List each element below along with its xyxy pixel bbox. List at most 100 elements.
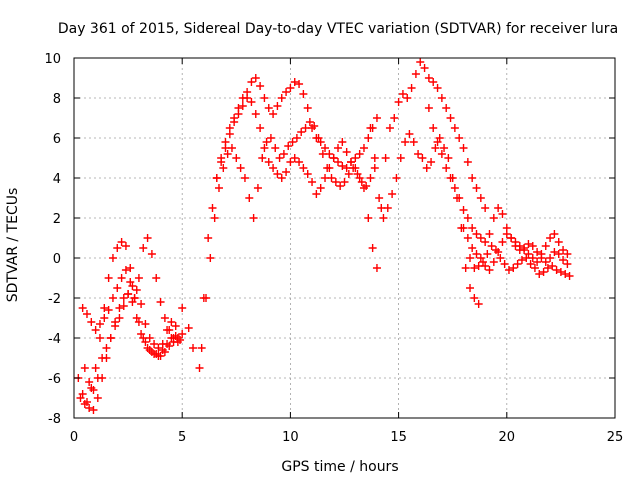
- data-point: [424, 104, 433, 112]
- data-point: [433, 138, 442, 146]
- data-point: [85, 404, 94, 412]
- y-tick-label: -8: [48, 412, 61, 427]
- data-point: [463, 214, 472, 222]
- data-point: [80, 400, 89, 408]
- data-point: [442, 164, 451, 172]
- y-tick-label: -2: [48, 292, 61, 307]
- data-point: [355, 174, 364, 182]
- data-point: [552, 266, 561, 274]
- data-point: [158, 340, 167, 348]
- data-point: [541, 242, 550, 250]
- data-point: [134, 274, 143, 282]
- y-tick-label: -6: [48, 372, 61, 387]
- data-point: [351, 154, 360, 162]
- data-point: [301, 124, 310, 132]
- data-point: [550, 248, 559, 256]
- data-point: [273, 102, 282, 110]
- data-point: [474, 262, 483, 270]
- series-track-c: [78, 234, 182, 346]
- data-point: [513, 260, 522, 268]
- data-point: [167, 318, 176, 326]
- data-point: [184, 324, 193, 332]
- data-point: [563, 250, 572, 258]
- data-point: [160, 314, 169, 322]
- data-point: [463, 234, 472, 242]
- data-point: [416, 58, 425, 66]
- data-point: [156, 298, 165, 306]
- data-point: [364, 214, 373, 222]
- data-point: [87, 318, 96, 326]
- data-point: [115, 304, 124, 312]
- data-point: [472, 184, 481, 192]
- data-point: [245, 194, 254, 202]
- data-point: [424, 74, 433, 82]
- data-point: [498, 238, 507, 246]
- data-point: [507, 234, 516, 242]
- data-point: [431, 144, 440, 152]
- data-point: [113, 244, 122, 252]
- data-point: [444, 154, 453, 162]
- data-point: [117, 238, 126, 246]
- data-point: [342, 148, 351, 156]
- series-track-l: [466, 242, 574, 280]
- data-point: [258, 154, 267, 162]
- data-point: [498, 210, 507, 218]
- data-point: [422, 164, 431, 172]
- data-point: [372, 264, 381, 272]
- data-point: [286, 84, 295, 92]
- data-point: [284, 142, 293, 150]
- data-point: [93, 394, 102, 402]
- data-point: [147, 250, 156, 258]
- data-point: [305, 118, 314, 126]
- data-point: [178, 304, 187, 312]
- data-point: [537, 254, 546, 262]
- data-point: [546, 234, 555, 242]
- y-tick-label: 10: [44, 52, 61, 67]
- data-point: [292, 134, 301, 142]
- data-point: [381, 154, 390, 162]
- data-point: [195, 364, 204, 372]
- data-point: [117, 274, 126, 282]
- data-point: [478, 258, 487, 266]
- data-point: [463, 158, 472, 166]
- data-point: [85, 378, 94, 386]
- data-point: [262, 138, 271, 146]
- data-point: [273, 170, 282, 178]
- data-point: [481, 204, 490, 212]
- data-point: [455, 194, 464, 202]
- data-point: [450, 184, 459, 192]
- data-point: [104, 274, 113, 282]
- data-point: [264, 104, 273, 112]
- data-point: [312, 190, 321, 198]
- y-tick-label: 8: [53, 92, 61, 107]
- data-point: [338, 162, 347, 170]
- data-point: [208, 204, 217, 212]
- data-point: [137, 330, 146, 338]
- data-point: [277, 174, 286, 182]
- data-point: [472, 250, 481, 258]
- data-point: [548, 262, 557, 270]
- data-point: [530, 264, 539, 272]
- data-point: [128, 282, 137, 290]
- y-tick-label: 2: [53, 212, 61, 227]
- data-point: [269, 110, 278, 118]
- data-point: [541, 258, 550, 266]
- x-tick-label: 10: [282, 430, 299, 445]
- data-point: [100, 314, 109, 322]
- data-point: [550, 230, 559, 238]
- data-point: [470, 264, 479, 272]
- data-point: [565, 272, 574, 280]
- data-point: [80, 364, 89, 372]
- data-point: [137, 300, 146, 308]
- data-point: [223, 150, 232, 158]
- data-point: [409, 138, 418, 146]
- data-point: [396, 154, 405, 162]
- data-point: [279, 150, 288, 158]
- data-point: [210, 214, 219, 222]
- data-points: [74, 58, 574, 414]
- data-point: [427, 158, 436, 166]
- x-tick-label: 15: [390, 430, 407, 445]
- data-point: [491, 246, 500, 254]
- y-tick-label: 0: [53, 252, 61, 267]
- data-point: [517, 256, 526, 264]
